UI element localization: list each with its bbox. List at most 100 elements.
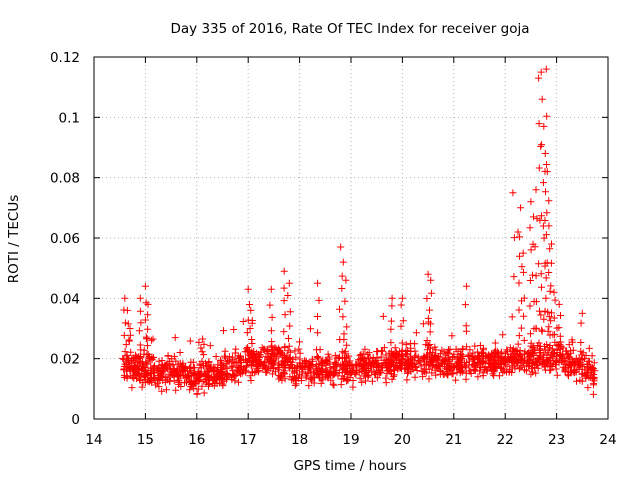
data-point [557, 312, 564, 319]
data-point [462, 369, 470, 377]
data-point [413, 367, 421, 374]
data-point [252, 357, 260, 365]
data-point [546, 245, 554, 253]
data-point [313, 346, 320, 354]
data-point [314, 313, 321, 320]
data-point [509, 345, 517, 353]
data-point [399, 317, 407, 325]
data-point [549, 353, 557, 361]
data-point [291, 381, 299, 389]
data-point [482, 353, 490, 361]
data-point [503, 346, 511, 354]
y-tick-label: 0.02 [50, 352, 80, 368]
data-point [247, 377, 255, 384]
data-point [331, 368, 339, 376]
data-point [573, 357, 581, 365]
data-point [162, 386, 170, 394]
data-point [122, 341, 130, 349]
data-point [338, 366, 346, 374]
data-point [483, 367, 491, 375]
data-point [551, 296, 559, 304]
data-point [356, 374, 364, 382]
data-point [144, 360, 152, 368]
data-point [520, 294, 528, 302]
data-point [589, 390, 597, 398]
data-point [419, 373, 427, 381]
data-point [349, 364, 357, 372]
data-point [517, 363, 525, 371]
data-point [359, 350, 367, 358]
data-point [573, 377, 580, 385]
data-point [340, 335, 348, 343]
data-point [362, 367, 370, 375]
data-point [158, 357, 166, 364]
data-point [426, 344, 434, 352]
data-point [285, 279, 293, 287]
data-point [140, 371, 148, 379]
data-point [352, 360, 360, 368]
data-point [322, 370, 330, 378]
data-point [155, 383, 163, 391]
data-point [358, 378, 366, 386]
data-point [364, 372, 372, 380]
data-point [123, 373, 131, 381]
data-point [144, 311, 152, 319]
data-point [411, 340, 419, 348]
data-point [515, 332, 523, 340]
data-point [531, 243, 539, 251]
data-point [535, 260, 543, 268]
data-point [144, 342, 151, 350]
data-point [307, 325, 314, 333]
data-point [545, 197, 553, 205]
data-point [199, 335, 207, 343]
data-point [219, 380, 227, 388]
data-point [533, 215, 541, 223]
data-point [546, 342, 554, 349]
data-point [267, 327, 275, 335]
x-tick-label: 19 [342, 432, 359, 448]
data-point [491, 339, 499, 347]
data-point [291, 347, 299, 355]
data-point [432, 371, 440, 379]
data-point [540, 122, 548, 130]
data-point [218, 369, 225, 377]
data-point [286, 358, 294, 366]
data-point [262, 353, 270, 361]
data-point [538, 327, 546, 335]
data-point [285, 335, 292, 342]
data-point [373, 374, 381, 382]
data-point [578, 351, 586, 359]
data-point [267, 285, 275, 293]
data-point [565, 372, 572, 380]
y-axis-label: ROTI / TECUs [6, 195, 22, 283]
data-point [419, 367, 427, 375]
data-point [308, 355, 316, 363]
data-point [543, 161, 551, 168]
data-point [272, 345, 280, 353]
data-point [121, 319, 129, 327]
data-point [292, 353, 300, 361]
data-point [244, 285, 252, 293]
data-point [315, 354, 323, 362]
data-point [489, 370, 497, 378]
data-point [518, 263, 526, 271]
data-point [423, 351, 430, 359]
data-point [505, 367, 513, 375]
data-point [427, 276, 435, 284]
data-point [537, 270, 545, 278]
data-point [310, 379, 318, 387]
data-point [234, 367, 242, 375]
data-point [223, 365, 231, 373]
data-point [476, 361, 484, 369]
data-point [454, 359, 462, 367]
data-point [194, 385, 202, 393]
data-point [565, 341, 573, 349]
data-point [301, 363, 309, 371]
data-point [526, 352, 534, 360]
data-point [522, 359, 530, 367]
data-point [269, 370, 277, 378]
data-point [450, 352, 458, 360]
data-point [547, 317, 555, 325]
data-point [394, 365, 402, 373]
data-point [296, 349, 304, 357]
